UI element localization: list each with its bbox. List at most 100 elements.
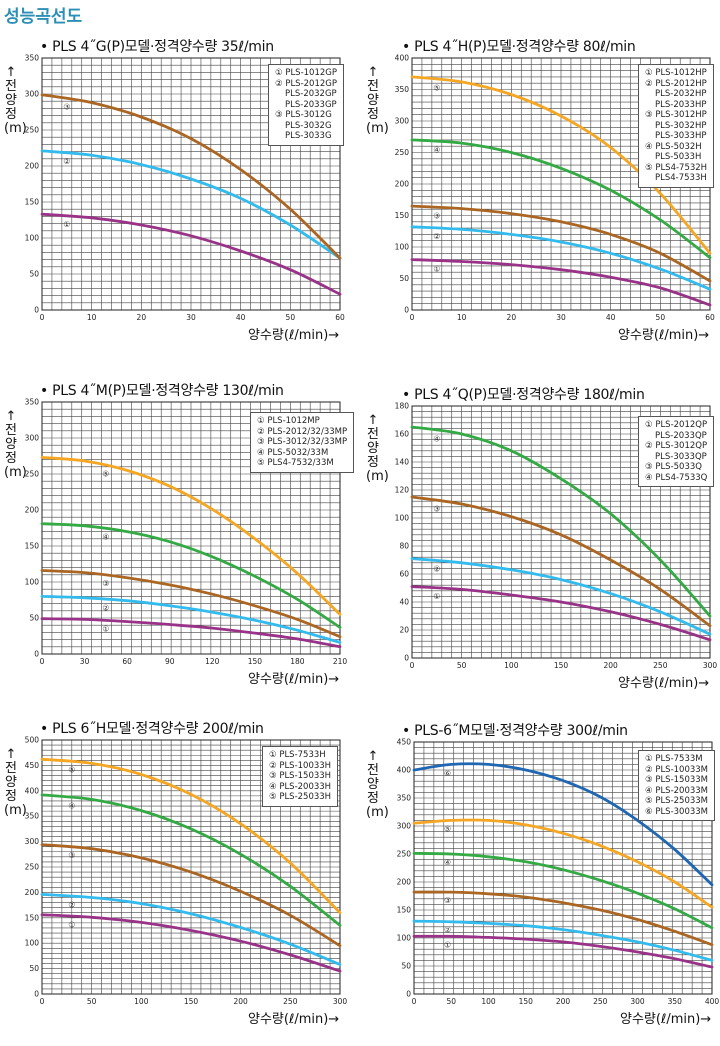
series-label: ② bbox=[433, 565, 440, 574]
plot-border bbox=[41, 57, 341, 311]
chart-title: • PLS 4˝G(P)모델·정격양수량 35ℓ/min bbox=[40, 39, 274, 55]
y-tick-label: 150 bbox=[395, 211, 410, 220]
series-line-3 bbox=[410, 495, 712, 628]
plot-border bbox=[41, 739, 341, 995]
legend-item: ② PLS-2012/32/33MP bbox=[257, 426, 348, 437]
legend-item: PLS-2033HP bbox=[655, 99, 707, 110]
legend: ① PLS-1012MP ② PLS-2012/32/33MP ③ PLS-3012… bbox=[250, 412, 355, 473]
x-tick-label: 250 bbox=[653, 661, 668, 670]
x-tick-label: 60 bbox=[122, 657, 132, 666]
y-tick-label: 300 bbox=[25, 90, 40, 99]
y-tick-label: 100 bbox=[395, 514, 410, 523]
legend-item: ⑥ PLS-30033M bbox=[645, 806, 709, 817]
x-tick-label: 200 bbox=[234, 997, 249, 1006]
series-line-2 bbox=[40, 595, 342, 644]
legend-item: ① PLS-1012MP bbox=[257, 416, 320, 426]
x-tick-label: 10 bbox=[457, 313, 467, 322]
series-line-3 bbox=[412, 890, 714, 947]
x-tick-label: 0 bbox=[40, 997, 45, 1006]
legend-item: PLS-2032GP bbox=[285, 89, 337, 99]
legend-item: PLS4-7533H bbox=[655, 173, 707, 183]
y-tick-label: 50 bbox=[29, 614, 39, 623]
x-tick-label: 0 bbox=[412, 997, 417, 1006]
series-label: ③ bbox=[433, 211, 440, 220]
y-tick-label: 400 bbox=[397, 766, 412, 775]
y-tick-label: 400 bbox=[25, 786, 40, 795]
chart-plot: 0 50 100 150 200 250 300 350 0 10 20 30 40 50 60 ① ② ③ bbox=[25, 54, 345, 323]
y-tick-label: 300 bbox=[25, 434, 40, 443]
legend: ① PLS-1012GP ② PLS-2012GP PLS-2032GP PLS-20… bbox=[268, 64, 344, 146]
series-label: ② bbox=[433, 232, 440, 241]
y-tick-label: 0 bbox=[404, 654, 409, 663]
y-tick-label: 450 bbox=[397, 738, 412, 747]
series-line-5 bbox=[40, 757, 342, 915]
y-tick-label: 50 bbox=[399, 274, 409, 283]
x-tick-label: 150 bbox=[184, 997, 199, 1006]
y-tick-label: 100 bbox=[25, 234, 40, 243]
y-axis-label-char: 정 bbox=[5, 451, 17, 466]
series-line-3 bbox=[40, 93, 342, 260]
series-line-2 bbox=[410, 557, 712, 636]
series-label: ⑤ bbox=[68, 766, 75, 775]
series-line-6 bbox=[412, 762, 714, 887]
y-tick-label: 150 bbox=[397, 906, 412, 915]
y-tick-label: 300 bbox=[395, 117, 410, 126]
y-axis-label-char: 정 bbox=[5, 107, 17, 122]
legend-item: ③ PLS-15033H bbox=[269, 771, 332, 781]
legend-item: PLS-5033H bbox=[655, 152, 702, 162]
x-tick-label: 150 bbox=[248, 657, 263, 666]
x-tick-label: 150 bbox=[554, 661, 569, 670]
x-tick-label: 30 bbox=[556, 313, 566, 322]
y-tick-label: 450 bbox=[25, 761, 40, 770]
x-tick-label: 200 bbox=[556, 997, 571, 1006]
legend-item: PLS-3033G bbox=[285, 131, 332, 141]
chart-panel-6: • PLS-6˝M모델·정격양수량 300ℓ/min ↑ 전 양 정 (m) 0 50 100 1… bbox=[362, 716, 720, 1046]
x-tick-label: 30 bbox=[186, 313, 196, 322]
series-label: ⑥ bbox=[444, 769, 451, 778]
y-axis-label-char: ↑ bbox=[367, 413, 379, 428]
legend-item: ④ PLS-5032/33M bbox=[257, 447, 329, 458]
series-label: ③ bbox=[102, 579, 109, 588]
y-tick-label: 180 bbox=[395, 402, 410, 411]
x-tick-label: 100 bbox=[481, 997, 496, 1006]
y-tick-label: 350 bbox=[25, 812, 40, 821]
x-tick-label: 20 bbox=[507, 313, 517, 322]
series-line-2 bbox=[412, 919, 714, 962]
y-tick-label: 50 bbox=[29, 964, 39, 973]
legend-item: ③ PLS-3012/32/33MP bbox=[257, 437, 348, 447]
y-axis-label-char: 양 bbox=[367, 441, 379, 456]
x-tick-label: 0 bbox=[40, 657, 45, 666]
y-axis-label-char: 양 bbox=[5, 437, 17, 452]
chart-panel-2: • PLS 4˝H(P)모델·정격양수량 80ℓ/min ↑ 전 양 정 (m) 0 50 10… bbox=[362, 34, 720, 364]
series-label: ① bbox=[68, 920, 75, 929]
chart-title: • PLS 4˝M(P)모델·정격양수량 130ℓ/min bbox=[40, 383, 284, 399]
series-label: ② bbox=[102, 603, 109, 612]
legend-item: ② PLS-2012HP bbox=[645, 78, 707, 89]
legend-item: ① PLS-2012QP bbox=[645, 420, 708, 430]
legend: ① PLS-7533M ② PLS-10033M ③ PLS-15033M ④ PLS… bbox=[638, 750, 716, 821]
legend-item: ⑤ PLS4-7532H bbox=[645, 162, 708, 173]
x-axis-label: 양수량(ℓ/min)→ bbox=[248, 672, 340, 687]
series-line-5 bbox=[410, 75, 712, 255]
x-tick-label: 20 bbox=[137, 313, 147, 322]
series-label: ① bbox=[102, 625, 109, 634]
legend-item: PLS-3032G bbox=[285, 120, 332, 131]
y-axis-label-char: 전 bbox=[5, 79, 17, 94]
legend-item: ④ PLS4-7533Q bbox=[645, 472, 708, 483]
series-label: ③ bbox=[444, 896, 451, 905]
x-axis-label: 양수량(ℓ/min)→ bbox=[248, 1012, 340, 1027]
y-axis-label-char: ↑ bbox=[5, 409, 17, 424]
x-tick-label: 60 bbox=[335, 313, 345, 322]
chart-plot: 0 50 100 150 200 250 300 350 400 450 0 50 100 150 200 2… bbox=[397, 738, 720, 1007]
legend-item: ② PLS-2012GP bbox=[275, 78, 337, 89]
legend-item: ④ PLS-5032H bbox=[645, 141, 702, 152]
x-tick-label: 90 bbox=[165, 657, 175, 666]
series-line-3 bbox=[40, 569, 342, 639]
y-tick-label: 250 bbox=[397, 850, 412, 859]
y-axis-label-char: 전 bbox=[5, 423, 17, 438]
y-tick-label: 300 bbox=[25, 837, 40, 846]
series-label: ④ bbox=[433, 145, 440, 154]
series-line-4 bbox=[412, 852, 714, 930]
x-tick-label: 150 bbox=[519, 997, 534, 1006]
legend: ① PLS-2012QP PLS-2033QP ② PLS-3012QP PLS-30… bbox=[638, 416, 715, 487]
